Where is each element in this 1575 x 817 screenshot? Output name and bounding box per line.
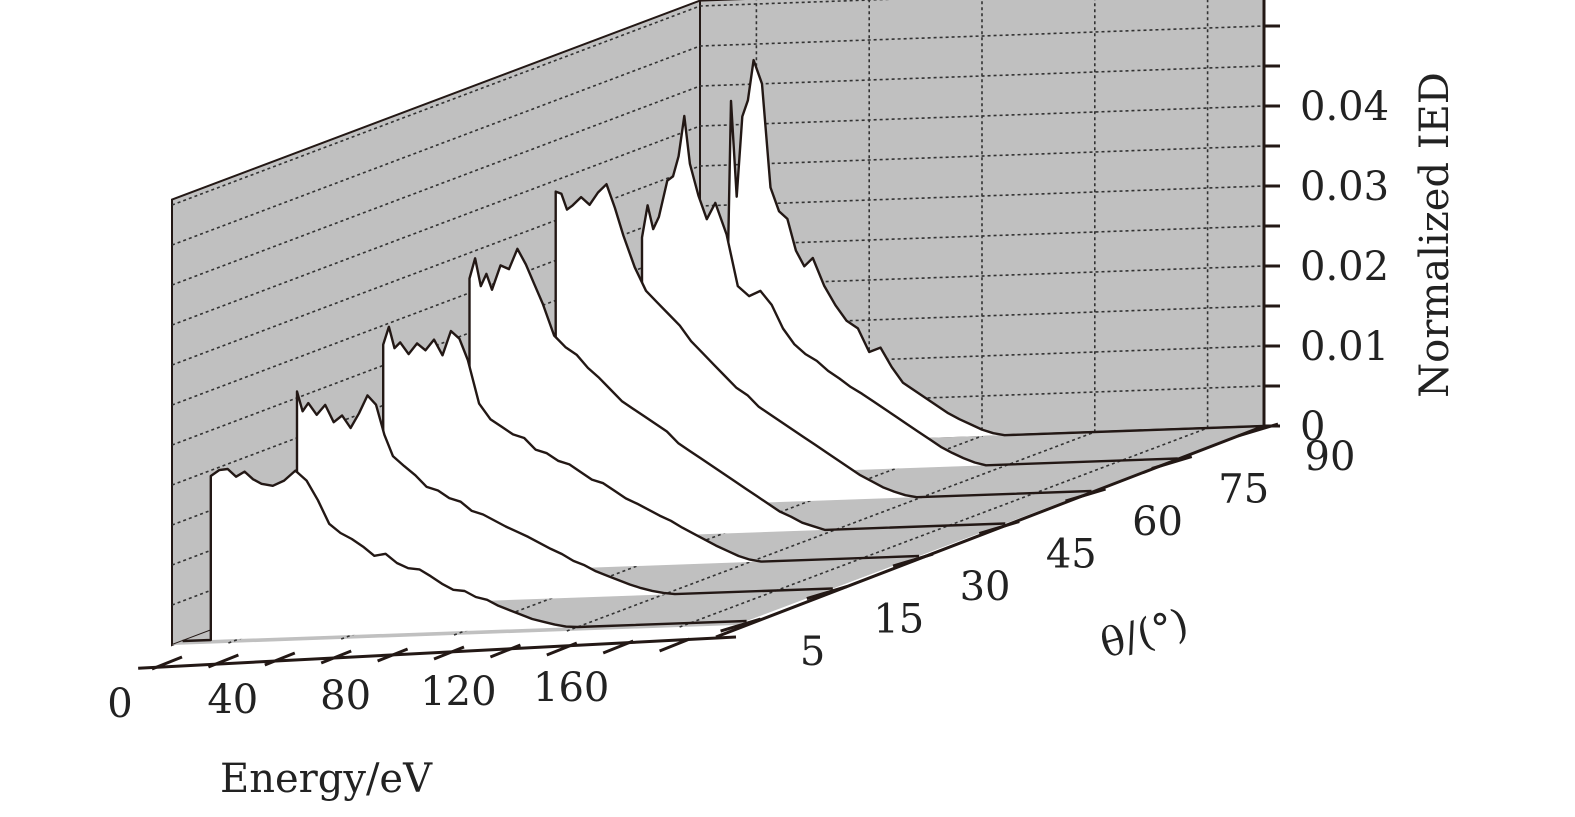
series-line xyxy=(354,325,920,578)
y-tick xyxy=(978,520,1020,535)
y-tick-label: 90 xyxy=(1305,434,1356,480)
y-tick-label: 60 xyxy=(1132,499,1183,545)
tick-labels: 0 40 80 120 160515304560759000.010.020.030.0… xyxy=(107,84,1389,727)
x-axis-title: Energy/eV xyxy=(220,756,433,802)
series-fill xyxy=(182,469,747,641)
z-tick-label: 0.04 xyxy=(1300,84,1389,130)
x-tick xyxy=(320,649,352,665)
series-fill xyxy=(527,184,1092,511)
series-line xyxy=(268,390,833,610)
y-tick-label: 45 xyxy=(1046,532,1097,578)
x-tick xyxy=(659,637,691,653)
series-fill xyxy=(355,326,919,576)
y-tick-label: 5 xyxy=(800,629,825,675)
series-fill xyxy=(700,60,1264,446)
y-tick xyxy=(1151,455,1193,470)
series-line xyxy=(527,182,1092,513)
z-tick-label: 0.02 xyxy=(1300,244,1389,290)
y-tick xyxy=(892,552,934,568)
axes xyxy=(138,0,1280,671)
y-axis-title: θ/(°) xyxy=(1096,600,1194,667)
y-tick xyxy=(720,617,761,633)
y-tick-label: 15 xyxy=(873,597,924,643)
z-tick-label: 0 xyxy=(1300,404,1325,450)
z-tick-label: 0.03 xyxy=(1300,164,1389,210)
x-tick xyxy=(602,639,634,655)
z-tick-label: 0.01 xyxy=(1300,324,1389,370)
x-tick xyxy=(377,647,409,663)
x-axis-line xyxy=(138,635,737,670)
x-tick-label: 80 xyxy=(320,673,371,719)
z-gridline xyxy=(171,65,1265,286)
series-line xyxy=(699,58,1265,448)
x-tick-label: 40 xyxy=(207,677,258,723)
series-fill xyxy=(268,391,833,609)
series-line xyxy=(441,247,1006,545)
series-line xyxy=(613,114,1178,480)
y-tick xyxy=(806,585,848,600)
z-gridline xyxy=(171,0,892,206)
x-tick xyxy=(207,653,239,669)
x-tick-label: 160 xyxy=(533,665,609,711)
y-tick-label: 75 xyxy=(1218,467,1269,513)
series-line xyxy=(182,467,747,643)
series-fill xyxy=(441,248,1006,544)
x-tick xyxy=(489,643,521,659)
series-fill xyxy=(613,116,1178,479)
x-tick xyxy=(433,645,465,661)
y-tick xyxy=(1065,487,1106,503)
x-tick-label: 0 xyxy=(107,681,132,727)
series-curves xyxy=(182,58,1265,643)
x-tick xyxy=(151,655,183,671)
z-gridline xyxy=(171,25,1265,246)
y-tick-label: 30 xyxy=(960,564,1011,610)
x-tick-label: 120 xyxy=(420,669,496,715)
z-gridline xyxy=(171,145,1265,366)
z-axis-title: Normalized IED xyxy=(1412,72,1458,398)
z-gridline xyxy=(171,105,1265,326)
x-tick xyxy=(546,641,578,657)
x-tick xyxy=(264,651,296,667)
